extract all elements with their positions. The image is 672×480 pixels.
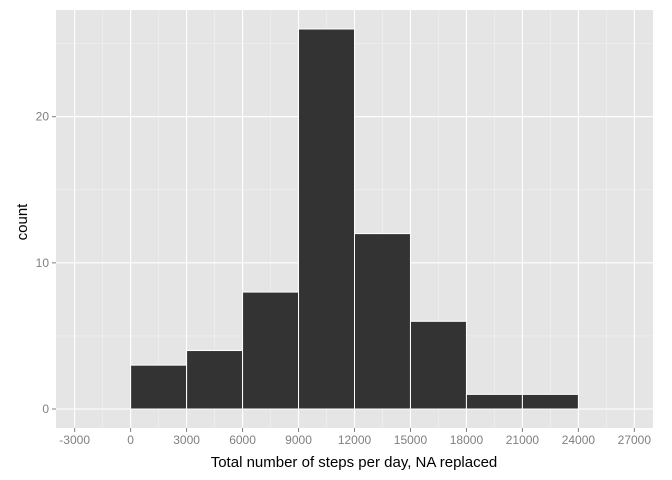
x-tick-label: 15000 [394,433,428,447]
histogram-bars [130,28,579,410]
histogram-bar [130,364,188,410]
y-tick-label: 10 [36,256,50,270]
histogram-bar [186,350,244,410]
histogram-bar [409,320,467,410]
histogram-bar [465,393,523,410]
histogram-bar [354,233,411,410]
histogram-bar [521,393,579,410]
y-axis-title: count [14,203,31,241]
x-tick-label: 12000 [338,433,372,447]
y-axis-ticks: 0 10 20 [36,110,56,416]
x-tick-label: 24000 [562,433,596,447]
y-tick-label: 20 [36,110,50,124]
x-tick-label: 27000 [618,433,652,447]
x-axis-title: Total number of steps per day, NA replac… [211,454,498,471]
histogram-bar [242,291,300,410]
x-tick-label: -3000 [59,433,90,447]
histogram-bar [298,28,355,410]
x-tick-label: 9000 [285,433,312,447]
x-tick-label: 0 [127,433,134,447]
x-tick-label: 6000 [229,433,256,447]
x-tick-label: 18000 [450,433,484,447]
x-tick-label: 21000 [506,433,540,447]
y-tick-label: 0 [42,402,49,416]
x-axis-ticks: -3000 0 3000 6000 9000 12000 15000 18000 21000 24… [59,428,651,447]
x-tick-label: 3000 [173,433,200,447]
